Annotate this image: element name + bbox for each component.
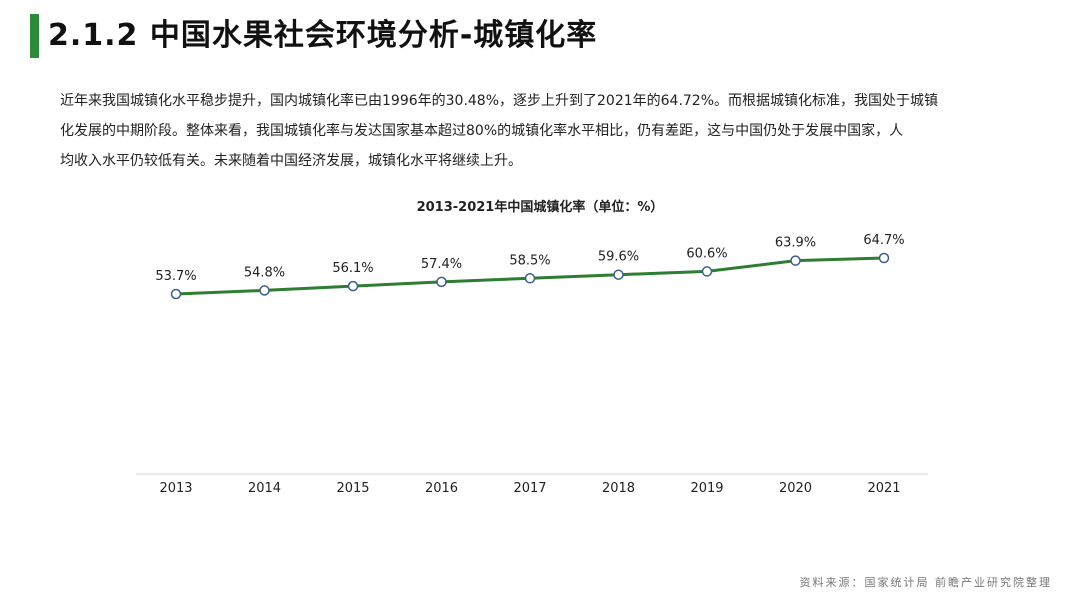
data-label-2019: 60.6% (686, 246, 727, 261)
body-line-1: 近年来我国城镇化水平稳步提升，国内城镇化率已由1996年的30.48%，逐步上升… (60, 93, 939, 109)
x-tick-label-2021: 2021 (867, 481, 900, 496)
data-label-2017: 58.5% (509, 253, 550, 268)
x-tick-label-2016: 2016 (425, 481, 458, 496)
data-point-2014 (259, 285, 270, 296)
data-point-2018 (613, 269, 624, 280)
x-tick-label-2017: 2017 (513, 481, 546, 496)
chart-title: 2013-2021年中国城镇化率（单位：%） (416, 200, 664, 215)
data-point-2021 (878, 252, 890, 264)
data-point-2015 (347, 280, 359, 292)
data-point-2013 (170, 288, 182, 300)
data-label-2015: 56.1% (332, 261, 373, 276)
data-label-2013: 53.7% (155, 269, 196, 284)
x-tick-label-2013: 2013 (159, 481, 192, 496)
body-line-3: 均收入水平仍较低有关。未来随着中国经济发展，城镇化水平将继续上升。 (60, 153, 522, 169)
source-note: 资料来源：国家统计局 前瞻产业研究院整理 (799, 576, 1052, 589)
title-accent-bar (30, 14, 39, 58)
body-line-2: 化发展的中期阶段。整体来看，我国城镇化率与发达国家基本超过80%的城镇化率水平相… (60, 123, 904, 139)
x-tick-label-2018: 2018 (602, 481, 635, 496)
data-point-2019 (701, 266, 713, 277)
page-title: 2.1.2 中国水果社会环境分析-城镇化率 (48, 18, 598, 53)
x-tick-label-2020: 2020 (779, 481, 812, 496)
data-point-2017 (524, 273, 536, 284)
data-label-2018: 59.6% (598, 250, 639, 265)
x-tick-label-2014: 2014 (248, 481, 281, 496)
body-paragraph: 近年来我国城镇化水平稳步提升，国内城镇化率已由1996年的30.48%，逐步上升… (60, 86, 1020, 176)
x-tick-label-2019: 2019 (690, 481, 723, 496)
data-label-2016: 57.4% (421, 257, 462, 272)
x-tick-label-2015: 2015 (336, 481, 369, 496)
data-point-2016 (436, 276, 447, 288)
data-point-2020 (790, 255, 801, 266)
data-label-2021: 64.7% (863, 233, 904, 248)
data-label-2014: 54.8% (244, 265, 285, 280)
data-label-2020: 63.9% (775, 236, 816, 251)
